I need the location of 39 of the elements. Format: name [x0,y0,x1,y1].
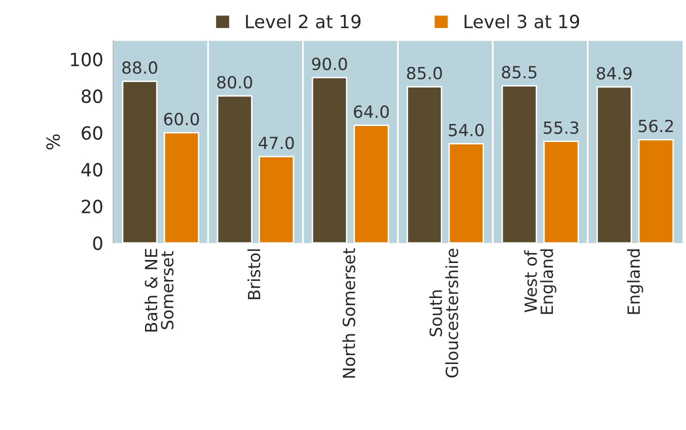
y-axis-title: % [46,134,60,150]
bar [638,139,674,243]
data-label: 47.0 [258,136,294,150]
bar [312,76,348,243]
bar [543,140,579,243]
bar [122,80,158,243]
data-label: 90.0 [312,58,348,70]
y-tick-label: 40 [81,162,102,177]
legend-label: Level 3 at 19 [464,14,580,28]
bar [164,132,200,243]
data-label: 84.9 [596,66,632,80]
bar [596,86,632,243]
x-tick-label: North Somerset [342,248,356,378]
bar [448,143,484,243]
x-tick-label: Bristol [247,249,260,300]
y-tick-label: 80 [82,89,102,104]
x-tick-label: West of England [524,249,556,314]
y-tick-label: 0 [93,236,102,250]
bar [216,95,252,243]
data-label: 56.2 [638,120,673,132]
y-tick-label: 60 [82,126,102,140]
bar [258,156,294,243]
bar [354,124,390,243]
bar [406,86,442,243]
data-label: 85.5 [502,66,536,78]
x-tick-label: Bath & NE Somerset [144,248,174,332]
bar [502,85,538,243]
y-tick-label: 20 [82,200,102,214]
data-label: 80.0 [217,76,252,89]
data-label: 85.0 [407,66,442,80]
y-tick-label: 100 [70,52,102,66]
legend-label: Level 2 at 19 [246,14,360,28]
data-label: 54.0 [448,124,484,136]
x-tick-label: South Gloucestershire [429,248,458,378]
data-label: 64.0 [354,105,389,118]
data-label: 60.0 [164,112,199,126]
data-label: 88.0 [122,61,158,74]
x-tick-label: England [627,249,644,314]
data-label: 55.3 [544,121,578,134]
